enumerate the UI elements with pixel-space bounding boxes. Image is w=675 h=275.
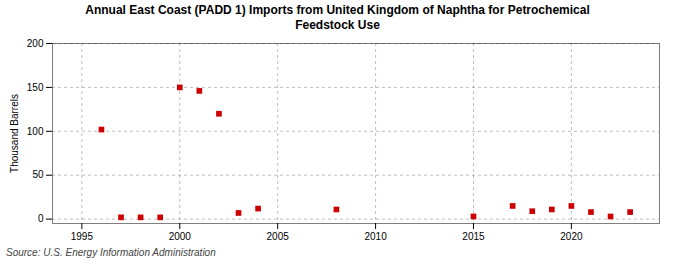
svg-text:2020: 2020 — [560, 231, 583, 242]
svg-text:200: 200 — [27, 38, 44, 49]
svg-text:1995: 1995 — [71, 231, 94, 242]
svg-text:2000: 2000 — [169, 231, 192, 242]
svg-text:100: 100 — [27, 126, 44, 137]
svg-text:2015: 2015 — [462, 231, 485, 242]
svg-text:0: 0 — [38, 213, 44, 224]
svg-text:50: 50 — [32, 169, 44, 180]
svg-text:150: 150 — [27, 82, 44, 93]
html-text:Annual East Coast (PADD 1) Imp: Annual East Coast (PADD 1) Imports from … — [85, 3, 590, 32]
svg-text:2010: 2010 — [364, 231, 387, 242]
html-text:Source: U.S. Energy Informatio: Source: U.S. Energy Information Administ… — [6, 247, 216, 258]
svg-text:Thousand Barrels: Thousand Barrels — [9, 94, 20, 173]
svg-text:2005: 2005 — [267, 231, 290, 242]
